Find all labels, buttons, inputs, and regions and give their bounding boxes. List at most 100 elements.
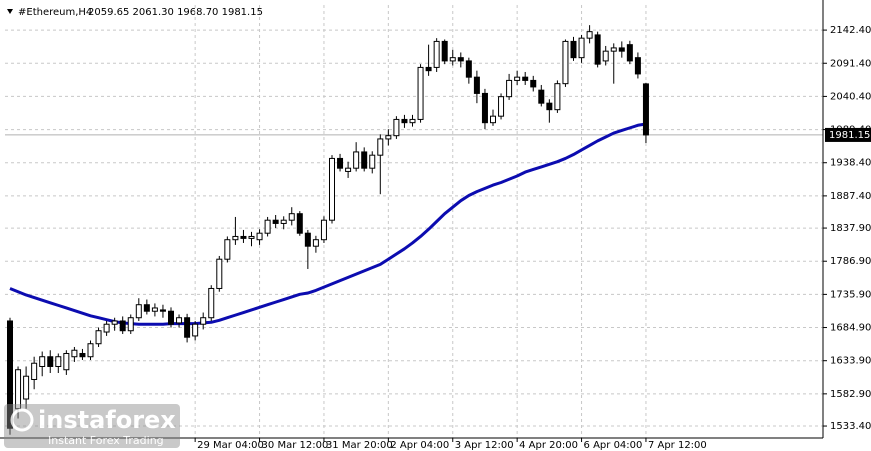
candle-body	[481, 92, 488, 124]
candle-body	[602, 50, 609, 62]
candle-body	[457, 57, 464, 62]
candle-body	[224, 239, 231, 260]
candle-body	[232, 235, 239, 241]
y-tick-label: 2091.40	[830, 58, 871, 69]
candle-body	[168, 310, 174, 325]
y-tick-label: 2142.40	[830, 25, 871, 36]
y-tick-label: 1633.90	[830, 356, 871, 367]
candle-body	[151, 307, 158, 312]
candle-body	[570, 40, 577, 59]
candle-body	[304, 232, 311, 247]
candle-body	[127, 317, 134, 332]
candle-body	[634, 57, 641, 75]
candle-body	[337, 157, 344, 169]
candle-body	[15, 369, 22, 410]
ohlc-readout: 2059.65 2061.30 1968.70 1981.15	[88, 7, 263, 18]
menu-icon[interactable]	[7, 9, 13, 14]
y-tick-label: 1938.40	[830, 158, 871, 169]
candle-body	[63, 352, 70, 371]
candle-body	[95, 330, 102, 345]
candle-body	[256, 232, 263, 241]
candle-body	[345, 167, 352, 172]
candle-body	[441, 40, 448, 62]
x-tick-label: 3 Apr 12:00	[455, 440, 514, 451]
candle-body	[216, 258, 223, 289]
candle-body	[642, 83, 649, 136]
candle-body	[377, 138, 384, 156]
candle-body	[329, 157, 335, 221]
candle-body	[71, 349, 78, 358]
x-tick-label: 30 Mar 12:00	[262, 440, 329, 451]
candle-body	[353, 151, 360, 169]
candle-body	[280, 219, 287, 224]
candle-body	[417, 66, 424, 120]
chart-title: #Ethereum,H4	[18, 7, 92, 18]
candle-body	[55, 356, 62, 367]
candle-body	[425, 66, 432, 72]
candle-body	[79, 352, 86, 358]
last-price-label: 1981.15	[829, 130, 870, 141]
candle-body	[385, 135, 392, 140]
candle-body	[473, 76, 480, 94]
last-price-box	[825, 127, 871, 142]
candle-body	[433, 40, 440, 68]
candle-body	[610, 47, 617, 52]
candle-body	[39, 356, 46, 367]
x-tick-label: 7 Apr 12:00	[648, 440, 707, 451]
candle-body	[393, 118, 400, 137]
candle-body	[530, 79, 537, 88]
candle-body	[47, 356, 54, 367]
watermark-brand: instaforex	[38, 406, 176, 434]
candle-body	[449, 57, 456, 62]
y-tick-label: 1735.90	[830, 289, 871, 300]
candle-body	[103, 323, 110, 333]
candle-body	[248, 235, 255, 239]
candle-body	[7, 320, 13, 429]
candle-body	[184, 317, 191, 338]
candle-body	[159, 309, 166, 312]
y-tick-label: 2040.40	[830, 91, 871, 102]
x-tick-label: 6 Apr 04:00	[584, 440, 643, 451]
candle-body	[514, 76, 521, 81]
x-tick-label: 2 Apr 04:00	[390, 440, 449, 451]
candle-body	[23, 375, 30, 400]
candle-body	[200, 317, 207, 325]
candle-body	[320, 219, 327, 241]
candle-body	[369, 154, 376, 169]
candle-body	[465, 60, 472, 78]
candle-body	[554, 83, 561, 111]
x-tick-label: 29 Mar 04:00	[197, 440, 264, 451]
watermark-logo	[10, 408, 34, 432]
candle-body	[135, 304, 142, 319]
candle-body	[31, 362, 38, 380]
x-tick-label: 31 Mar 20:00	[326, 440, 393, 451]
candle-body	[562, 40, 569, 85]
candle-body	[401, 118, 408, 124]
candle-body	[586, 31, 593, 39]
candle-body	[288, 213, 295, 221]
y-tick-label: 1582.90	[830, 389, 871, 400]
candle-body	[192, 323, 199, 337]
candle-body	[240, 235, 247, 239]
candle-body	[490, 115, 496, 124]
candle-body	[264, 219, 271, 234]
y-tick-label: 1786.90	[830, 256, 871, 267]
candle-body	[87, 343, 94, 358]
candle-body	[361, 151, 368, 169]
y-tick-label: 1533.40	[830, 421, 871, 432]
watermark-bg	[4, 404, 180, 448]
candle-body	[538, 89, 545, 104]
candle-body	[296, 213, 303, 234]
candle-body	[618, 47, 625, 52]
candle-body	[272, 219, 279, 224]
candle-body	[506, 79, 513, 98]
y-tick-label: 1887.40	[830, 191, 871, 202]
candle-body	[119, 320, 126, 332]
candle-body	[143, 304, 150, 312]
candle-body	[312, 239, 319, 247]
candle-body	[409, 118, 416, 124]
x-tick-label: 4 Apr 20:00	[519, 440, 578, 451]
y-tick-label: 1684.90	[830, 323, 871, 334]
